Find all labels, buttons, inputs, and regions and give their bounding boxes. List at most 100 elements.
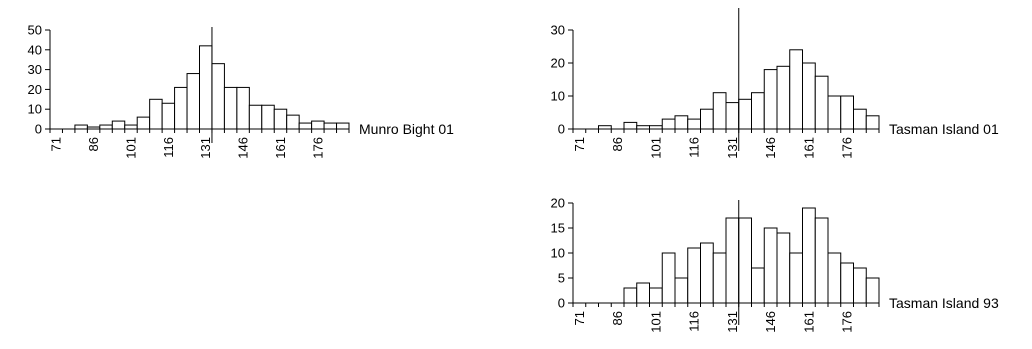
x-tick-label: 176 [310, 137, 325, 159]
histogram-bar [865, 115, 880, 130]
x-tick-label: 161 [801, 137, 816, 159]
histogram-bar [802, 207, 816, 304]
histogram-bar [674, 115, 689, 130]
histogram-bar [286, 114, 300, 130]
x-tick-label: 131 [725, 311, 740, 333]
histogram-bar [687, 247, 701, 304]
histogram-bar [298, 122, 313, 130]
histogram-bar [674, 277, 689, 304]
x-tick-label: 116 [687, 311, 702, 332]
x-tick-label: 116 [687, 137, 702, 158]
x-tick-label: 146 [763, 311, 778, 333]
histogram-bar [161, 102, 176, 130]
x-tick-label: 146 [763, 137, 778, 159]
histogram-panel-1: 0 10 20 30 40 50 71 86 101 116 131 146 161 176 Munro B… [28, 23, 455, 159]
y-tick-label: 0 [35, 122, 42, 137]
site-label: Tasman Island 01 [889, 121, 999, 137]
histogram-bar [111, 120, 126, 130]
x-tick-label: 86 [610, 311, 625, 325]
y-tick-label: 10 [551, 246, 565, 261]
histogram-bar [827, 252, 842, 304]
histogram-bar [186, 73, 200, 130]
y-tick-label: 20 [551, 56, 565, 71]
histogram-bar [261, 104, 275, 130]
histogram-bar [74, 124, 88, 130]
histogram-bar [661, 118, 676, 130]
histogram-bar [623, 287, 638, 304]
histogram-bar [763, 69, 778, 130]
histogram-bar [814, 217, 829, 304]
histogram-bar [124, 124, 138, 130]
histogram-bar [623, 121, 638, 130]
x-tick-label: 116 [161, 137, 176, 158]
histogram-panel-2: 0 10 20 30 71 86 101 116 131 146 161 176 Tasman Isla… [551, 8, 999, 159]
x-tick-label: 101 [648, 311, 663, 333]
histogram-bar [789, 49, 803, 130]
histogram-bar [199, 45, 213, 130]
x-tick-label: 176 [840, 311, 855, 333]
y-tick-label: 10 [28, 102, 42, 117]
histogram-bar [248, 104, 263, 130]
histogram-bar [236, 86, 250, 130]
histogram-bar [853, 267, 867, 304]
y-tick-label: 20 [551, 196, 565, 211]
histogram-bar [827, 95, 842, 130]
x-tick-label: 161 [801, 311, 816, 333]
histogram-bar [700, 242, 714, 304]
y-tick-label: 30 [551, 23, 565, 38]
histogram-bar [853, 108, 867, 130]
y-tick-label: 5 [558, 271, 565, 286]
x-tick-label: 131 [198, 137, 213, 159]
x-tick-label: 176 [840, 137, 855, 159]
y-tick-label: 50 [28, 23, 42, 38]
histogram-bar [336, 122, 350, 130]
histogram-bar [687, 118, 701, 130]
x-tick-label: 71 [49, 137, 64, 151]
x-tick-label: 101 [648, 137, 663, 159]
x-tick-label: 86 [86, 137, 101, 151]
histogram-bar [712, 92, 727, 130]
histogram-bar [776, 232, 791, 304]
site-label: Tasman Island 93 [889, 295, 999, 311]
histogram-bar [136, 116, 151, 130]
histogram-bar [725, 217, 740, 304]
histogram-bar [649, 287, 663, 304]
histogram-bar [865, 277, 880, 304]
y-tick-label: 30 [28, 62, 42, 77]
histogram-bar [311, 120, 325, 130]
y-tick-label: 0 [558, 122, 565, 137]
histogram-bar [738, 217, 752, 304]
histogram-bar [712, 252, 727, 304]
y-tick-label: 40 [28, 42, 42, 57]
x-tick-label: 131 [725, 137, 740, 159]
histogram-bar [763, 227, 778, 304]
histogram-bar [149, 98, 163, 130]
histogram-bar [840, 262, 854, 304]
histogram-bar [814, 75, 829, 130]
histogram-bar [323, 122, 338, 130]
histogram-bar [636, 282, 650, 304]
histogram-bar [725, 102, 740, 130]
histogram-bar [700, 108, 714, 130]
histogram-bar [174, 86, 188, 130]
histogram-bar [661, 252, 676, 304]
histogram-bar [840, 95, 854, 130]
histogram-bar [751, 267, 765, 304]
histogram-bar [99, 124, 113, 130]
y-tick-label: 20 [28, 82, 42, 97]
x-tick-label: 161 [273, 137, 288, 159]
histogram-bar [751, 92, 765, 130]
x-tick-label: 101 [123, 137, 138, 159]
histogram-panel-3: 0 5 10 15 20 71 86 101 116 131 146 161 176 Tasman Isl… [551, 196, 999, 333]
histogram-bar [802, 62, 816, 130]
histogram-bar [223, 86, 238, 130]
x-tick-label: 71 [572, 311, 587, 325]
y-tick-label: 15 [551, 221, 565, 236]
x-tick-label: 86 [610, 137, 625, 151]
y-tick-label: 0 [558, 296, 565, 311]
y-tick-label: 10 [551, 89, 565, 104]
histogram-bar [738, 98, 752, 130]
histogram-bar [211, 63, 225, 130]
